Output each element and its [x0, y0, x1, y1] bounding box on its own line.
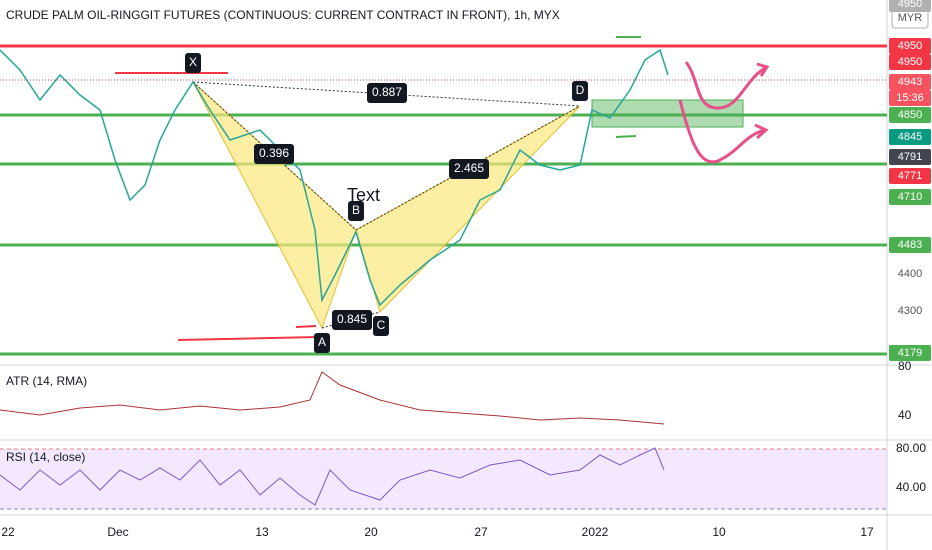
price-label: 4179	[898, 347, 922, 359]
point-box	[185, 53, 201, 73]
x-tick-label: Dec	[107, 525, 128, 539]
price-label: 4483	[898, 239, 922, 251]
price-label: 4943	[898, 76, 922, 88]
point-box	[314, 333, 330, 353]
price-label: 4771	[898, 170, 922, 182]
pattern-xab	[192, 81, 357, 330]
atr-line	[0, 371, 665, 425]
marker-line	[615, 135, 637, 138]
note: Text	[347, 185, 380, 205]
ratio-box	[332, 310, 372, 330]
atr-label: ATR (14, RMA)	[6, 374, 87, 388]
price-label: 4950	[898, 40, 922, 52]
zone	[591, 99, 744, 128]
pattern-dotted	[192, 81, 357, 231]
price-label-box	[889, 189, 931, 205]
price-label-box	[889, 74, 931, 90]
price-label-box	[889, 90, 931, 106]
drawing	[684, 61, 770, 110]
atr-tick: 80	[898, 359, 912, 373]
price-label: 4950	[898, 56, 922, 68]
rsi-tick: 40.00	[896, 480, 926, 494]
price-label-box	[889, 107, 931, 123]
rsi-tick: 80.00	[896, 441, 926, 455]
ratio-box	[449, 159, 489, 179]
price-label-box	[889, 237, 931, 253]
x-tick-label: 27	[474, 525, 488, 539]
ratio-label: 0.887	[372, 85, 402, 99]
point-label: B	[352, 203, 360, 217]
price-label: 15:36	[896, 92, 924, 104]
currency[interactable]: MYR	[898, 12, 923, 24]
point-label: X	[189, 55, 197, 69]
drawing	[678, 99, 769, 164]
ratio-box	[367, 83, 407, 103]
ratio-label: 0.845	[337, 312, 367, 326]
price-label: 4300	[898, 305, 922, 317]
price-label: 4791	[898, 151, 922, 163]
price-label-box	[889, 168, 931, 184]
price-label: 4850	[898, 109, 922, 121]
price-label-box	[889, 38, 931, 54]
point-box	[348, 201, 364, 221]
x-tick-label: 10	[712, 525, 726, 539]
point-label: C	[377, 318, 386, 332]
pattern-bcd	[355, 105, 581, 313]
price-label-box	[889, 0, 931, 12]
marker-line	[295, 325, 317, 328]
point-box	[373, 316, 389, 336]
point-box	[572, 81, 588, 101]
ratio-label: 0.396	[259, 146, 289, 160]
x-tick-label: 22	[1, 525, 15, 539]
price-label: 4400	[898, 268, 922, 280]
price-label-box	[889, 345, 931, 361]
rsi-band	[0, 449, 887, 509]
price-path	[0, 48, 669, 307]
point-label: D	[576, 83, 585, 97]
ratio-label: 2.465	[454, 161, 484, 175]
price-label: 4710	[898, 191, 922, 203]
price-label-box	[889, 54, 931, 70]
ratio-box	[254, 144, 294, 164]
marker-line	[177, 336, 319, 341]
price-label-box	[889, 129, 931, 145]
x-tick-label: 20	[364, 525, 378, 539]
point-label: A	[318, 335, 326, 349]
rsi-label: RSI (14, close)	[6, 450, 85, 464]
x-tick-label: 17	[860, 525, 874, 539]
price-label: 4845	[898, 131, 922, 143]
rsi-line	[0, 447, 665, 506]
atr-tick: 40	[898, 408, 912, 422]
x-tick-label: 2022	[582, 525, 609, 539]
x-tick-label: 13	[255, 525, 269, 539]
price-label: 4950	[898, 0, 922, 10]
title: CRUDE PALM OIL-RINGGIT FUTURES (CONTINUO…	[6, 8, 560, 22]
price-label-box	[889, 149, 931, 165]
